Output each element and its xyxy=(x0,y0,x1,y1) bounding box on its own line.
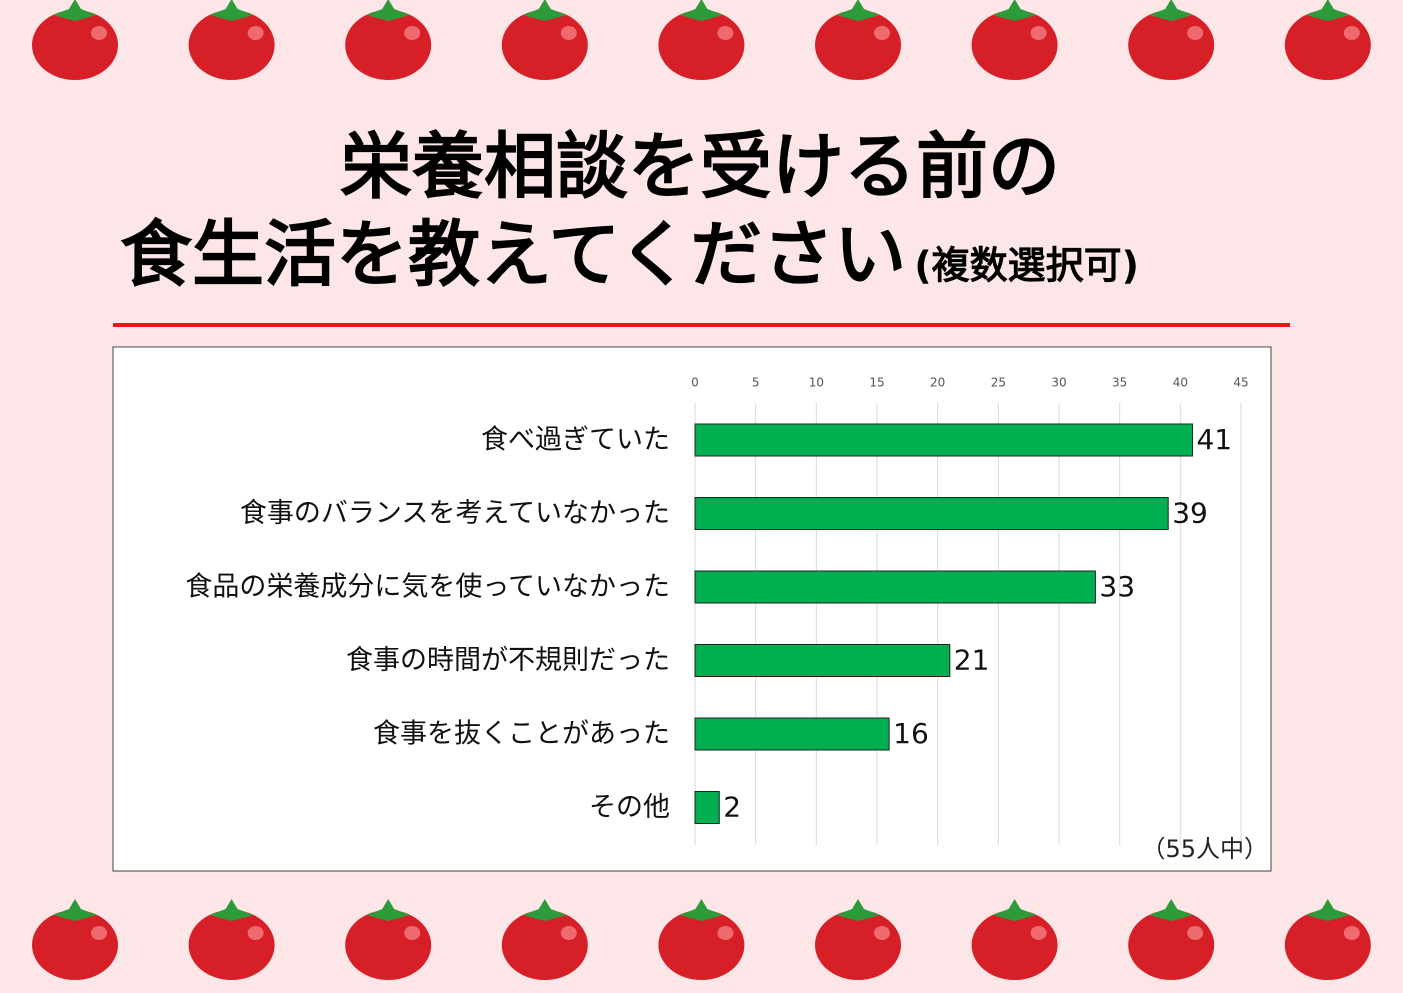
tomato-leaf xyxy=(209,0,254,21)
bar xyxy=(694,717,890,751)
value-label: 2 xyxy=(723,791,741,824)
tomato-leaf xyxy=(679,899,724,921)
tomato xyxy=(971,0,1058,80)
tomato-shine xyxy=(1343,26,1360,40)
tomato-shine xyxy=(560,926,577,940)
tomato xyxy=(501,0,588,80)
tomato-decoration xyxy=(32,0,1371,980)
bar xyxy=(694,570,1096,604)
tomato-shine xyxy=(247,926,264,940)
subtitle: (複数選択可) xyxy=(914,244,1139,288)
tomato-leaf xyxy=(1149,0,1194,21)
tomato-shine xyxy=(1187,926,1204,940)
title-line: 食生活を教えてください xyxy=(120,213,906,297)
category-label: 食事の時間が不規則だった xyxy=(346,645,670,676)
tomato-shine xyxy=(717,926,734,940)
tomato-leaf xyxy=(992,0,1037,21)
tomato-leaf xyxy=(366,0,411,21)
tomato-shine xyxy=(560,26,577,40)
tomato xyxy=(971,899,1058,980)
tomato xyxy=(501,899,588,980)
category-label: 食べ過ぎていた xyxy=(481,425,670,456)
value-label: 16 xyxy=(893,717,929,750)
x-tick-label: 45 xyxy=(1233,376,1248,390)
tomato-leaf xyxy=(1149,899,1194,921)
tomato-leaf xyxy=(209,899,254,921)
tomato-leaf xyxy=(366,899,411,921)
x-tick-label: 20 xyxy=(930,376,945,390)
tomato xyxy=(188,899,275,980)
tomato-shine xyxy=(247,26,264,40)
tomato-shine xyxy=(404,26,421,40)
x-tick-label: 5 xyxy=(752,376,760,390)
x-tick-label: 25 xyxy=(991,376,1006,390)
tomato-leaf xyxy=(1305,899,1350,921)
bar xyxy=(694,644,951,677)
category-label: 食事を抜くことがあった xyxy=(373,719,670,750)
value-label: 41 xyxy=(1196,423,1232,456)
tomato xyxy=(1128,0,1215,80)
x-tick-label: 10 xyxy=(809,376,824,390)
tomato-leaf xyxy=(522,0,567,21)
tomato-shine xyxy=(91,26,107,40)
x-tick-label: 30 xyxy=(1051,376,1066,390)
note: （55人中） xyxy=(1141,835,1268,863)
tomato-shine xyxy=(1187,26,1204,40)
tomato-leaf xyxy=(53,0,97,21)
tomato xyxy=(815,899,901,980)
tomato xyxy=(658,0,745,80)
tomato xyxy=(815,0,901,80)
tomato xyxy=(345,899,432,980)
tomato-shine xyxy=(1343,926,1360,940)
tomato-shine xyxy=(1030,926,1047,940)
x-tick-label: 40 xyxy=(1173,376,1188,390)
tomato-shine xyxy=(404,926,421,940)
tomato-leaf xyxy=(836,0,880,21)
value-label: 33 xyxy=(1099,570,1135,603)
tomato-leaf xyxy=(53,899,97,921)
value-label: 39 xyxy=(1172,497,1208,530)
tomato-leaf xyxy=(1305,0,1350,21)
tomato xyxy=(32,899,118,980)
bar xyxy=(694,497,1169,530)
bar xyxy=(694,423,1193,457)
bar xyxy=(694,791,720,824)
tomato-leaf xyxy=(522,899,567,921)
tomato xyxy=(32,0,118,80)
tomato xyxy=(1128,899,1215,980)
plot: 0 5 10 15 20 25 30 35 40 45 食べ過ぎていた 41 食事のバランスを考えていな… xyxy=(185,376,1249,845)
category-label: 食事のバランスを考えていなかった xyxy=(240,498,670,529)
tomato-leaf xyxy=(679,0,724,21)
tomato xyxy=(658,899,745,980)
tomato-leaf xyxy=(992,899,1037,921)
tomato-shine xyxy=(717,26,734,40)
tomato-leaf xyxy=(836,899,880,921)
tomato-shine xyxy=(1030,26,1047,40)
tomato xyxy=(1284,0,1371,80)
x-tick-label: 35 xyxy=(1112,376,1127,390)
x-tick-label: 15 xyxy=(869,376,884,390)
x-tick-label: 0 xyxy=(691,376,699,390)
title-line: 栄養相談を受ける前の xyxy=(340,125,1060,209)
tomato-shine xyxy=(91,926,107,940)
value-label: 21 xyxy=(954,644,990,677)
tomato-shine xyxy=(874,26,890,40)
category-label: 食品の栄養成分に気を使っていなかった xyxy=(185,572,670,603)
tomato xyxy=(345,0,432,80)
category-label: その他 xyxy=(589,792,670,823)
tomato xyxy=(1284,899,1371,980)
tomato xyxy=(188,0,275,80)
tomato-shine xyxy=(874,926,890,940)
